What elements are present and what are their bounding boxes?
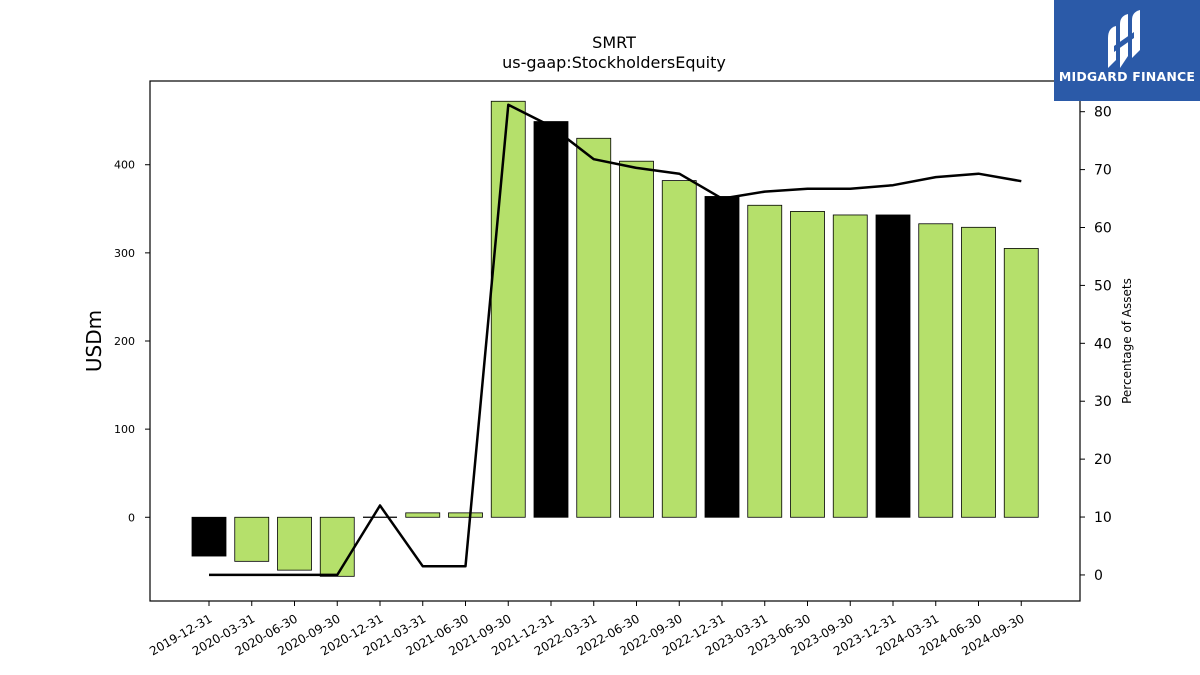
y-axis-label: USDm: [82, 310, 106, 372]
bar: [961, 226, 996, 518]
bar: [191, 516, 227, 557]
y-tick-label: 200: [114, 335, 135, 348]
bar: [234, 516, 270, 562]
chart-subtitle: us-gaap:StockholdersEquity: [502, 53, 726, 72]
y2-tick-label: 10: [1094, 510, 1112, 526]
y2-tick-label: 70: [1094, 163, 1112, 179]
y-tick-label: 100: [114, 423, 135, 436]
bar: [319, 516, 355, 577]
y-axis-right: 0 10 20 30 40 50 60 70 80: [1080, 105, 1112, 584]
bar: [576, 137, 612, 518]
y2-tick-label: 20: [1094, 452, 1112, 468]
y-tick-label: 300: [114, 247, 135, 260]
bar: [533, 121, 569, 518]
y2-tick-label: 80: [1094, 105, 1112, 121]
bar: [405, 512, 441, 518]
bar: [918, 223, 954, 518]
bar: [832, 214, 868, 518]
y2-tick-label: 30: [1094, 394, 1112, 410]
logo-text: MIDGARD FINANCE: [1058, 69, 1196, 84]
bar: [747, 204, 783, 518]
y2-tick-label: 60: [1094, 221, 1112, 237]
bar: [875, 214, 911, 518]
x-axis: 2019-12-312020-03-312020-06-302020-09-30…: [147, 601, 1027, 658]
midgard-logo-icon: [1108, 10, 1140, 68]
bar: [790, 211, 825, 518]
bar: [704, 196, 740, 518]
line-group: [209, 103, 1022, 577]
bar: [661, 180, 697, 518]
series-line: [209, 103, 1022, 577]
y2-tick-label: 40: [1094, 336, 1112, 352]
y2-tick-label: 0: [1094, 568, 1103, 584]
y2-tick-label: 50: [1094, 278, 1112, 294]
bars-group: [191, 100, 1039, 577]
y2-axis-label: Percentage of Assets: [1120, 278, 1134, 404]
y-tick-label: 400: [114, 159, 135, 172]
bar: [1003, 248, 1039, 518]
y-axis-left: 0 100 200 300 400: [114, 159, 150, 524]
midgard-finance-logo: MIDGARD FINANCE: [1054, 0, 1200, 101]
y-tick-label: 0: [128, 511, 135, 524]
bar: [277, 516, 312, 571]
bar: [490, 100, 526, 518]
bar: [448, 512, 483, 518]
bar: [619, 160, 654, 518]
chart-title: SMRT: [592, 33, 636, 52]
